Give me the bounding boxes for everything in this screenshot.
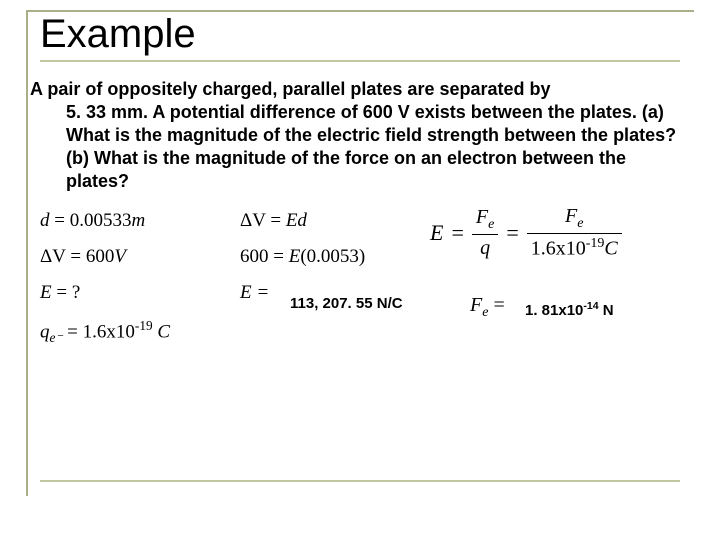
fraction-Fe-over-q: Fe q — [472, 206, 498, 259]
answer-field-strength: 113, 207. 55 N/C — [290, 295, 403, 312]
given-values-column: d = 0.00533m ΔV = 600V E = ? qe⁻ = 1.6x1… — [40, 210, 170, 360]
title-underline — [40, 60, 680, 62]
answer-force: 1. 81x10-14 N — [525, 300, 614, 319]
formula-deltaV: ΔV = Ed — [240, 210, 365, 232]
bottom-rule — [40, 480, 680, 482]
given-electron-charge: qe⁻ = 1.6x10-19 C — [40, 318, 170, 346]
given-E-unknown: E = ? — [40, 282, 170, 304]
problem-rest: 5. 33 mm. A potential difference of 600 … — [30, 101, 690, 193]
force-calculation-column: E = Fe q = Fe 1.6x10-19C — [430, 205, 622, 260]
problem-line1: A pair of oppositely charged, parallel p… — [30, 79, 551, 99]
fraction-Fe-over-charge: Fe 1.6x10-19C — [527, 205, 622, 260]
Fe-equals-label: Fe = — [470, 294, 505, 321]
slide-title: Example — [40, 12, 196, 57]
substitution-600: 600 = E(0.0053) — [240, 246, 365, 268]
problem-statement: A pair of oppositely charged, parallel p… — [30, 78, 690, 193]
given-d: d = 0.00533m — [40, 210, 170, 232]
E-fraction-equation: E = Fe q = Fe 1.6x10-19C — [430, 205, 622, 260]
given-deltaV: ΔV = 600V — [40, 246, 170, 268]
